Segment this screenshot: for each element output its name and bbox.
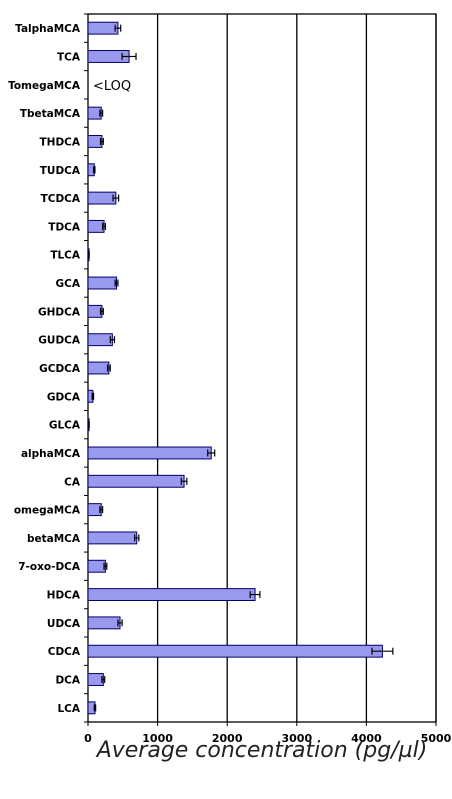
value-label-2: <LOQ xyxy=(93,79,131,94)
bar-6 xyxy=(87,191,117,205)
category-label-22: CDCA xyxy=(48,646,81,658)
plot-frame xyxy=(87,13,437,723)
x-tick-label-3: 3000 xyxy=(281,732,312,745)
category-label-4: THDCA xyxy=(40,136,81,148)
bar-11 xyxy=(87,333,113,347)
category-label-0: TalphaMCA xyxy=(15,23,81,35)
category-label-5: TUDCA xyxy=(40,165,81,177)
category-label-15: alphaMCA xyxy=(21,448,81,460)
category-label-17: omegaMCA xyxy=(14,505,81,517)
bar-22 xyxy=(87,644,383,658)
bar-19 xyxy=(87,559,106,573)
category-label-24: LCA xyxy=(57,703,80,715)
bar-4 xyxy=(87,134,103,148)
category-label-2: TomegaMCA xyxy=(8,80,81,92)
x-tick-label-4: 4000 xyxy=(351,732,382,745)
bar-15 xyxy=(87,446,212,460)
category-label-10: GHDCA xyxy=(38,306,81,318)
category-label-18: betaMCA xyxy=(27,533,81,545)
x-tick-label-2: 2000 xyxy=(212,732,243,745)
category-label-23: DCA xyxy=(55,675,80,687)
category-label-13: GDCA xyxy=(47,391,81,403)
category-label-12: GCDCA xyxy=(39,363,81,375)
category-label-11: GUDCA xyxy=(38,335,81,347)
category-label-7: TDCA xyxy=(48,221,81,233)
bar-23 xyxy=(87,673,104,686)
bar-18 xyxy=(87,531,138,545)
category-label-14: GLCA xyxy=(49,420,81,432)
bar-0 xyxy=(87,21,119,35)
category-label-3: TbetaMCA xyxy=(20,108,81,120)
bar-9 xyxy=(87,276,118,290)
bar-7 xyxy=(87,219,105,233)
category-label-6: TCDCA xyxy=(41,193,81,205)
x-tick-label-0: 0 xyxy=(84,732,92,745)
bar-10 xyxy=(87,304,103,318)
bar-20 xyxy=(87,588,256,602)
x-tick-label-1: 1000 xyxy=(142,732,173,745)
bar-21 xyxy=(87,616,121,630)
x-axis-label: Average concentration (pg/µl) xyxy=(96,738,428,763)
bar-16 xyxy=(87,474,185,488)
category-label-16: CA xyxy=(64,476,81,488)
category-label-21: UDCA xyxy=(47,618,81,630)
category-label-9: GCA xyxy=(56,278,81,290)
bar-12 xyxy=(87,361,110,375)
category-label-1: TCA xyxy=(57,51,81,63)
x-tick-label-5: 5000 xyxy=(421,732,452,745)
category-label-8: TLCA xyxy=(50,250,81,262)
category-label-19: 7-oxo-DCA xyxy=(18,561,81,573)
category-label-20: HDCA xyxy=(47,590,81,602)
